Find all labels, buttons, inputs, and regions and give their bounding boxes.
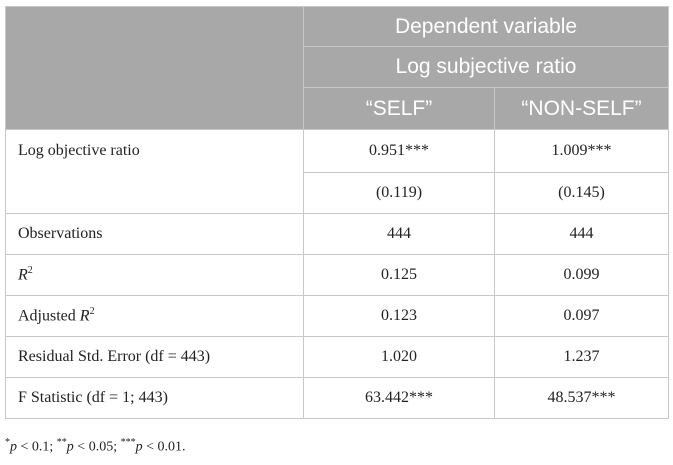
header-col-nonself: “NON-SELF” xyxy=(493,87,670,130)
cell-nonself-r2: 0.099 xyxy=(493,254,670,296)
cell-self-se: (0.119) xyxy=(303,172,495,214)
table-row: Observations 444 444 xyxy=(5,213,670,255)
regression-table-container: Dependent variable Log subjective ratio … xyxy=(5,6,670,419)
cell-nonself-observations: 444 xyxy=(493,213,670,255)
row-label-adjusted-r2: Adjusted R2 xyxy=(5,295,304,337)
header-col-self: “SELF” xyxy=(303,87,495,130)
row-label-observations: Observations xyxy=(5,213,304,255)
r-variable: R xyxy=(79,307,90,325)
r-variable: R xyxy=(18,266,28,284)
cell-self-f-statistic: 63.442*** xyxy=(303,377,495,419)
header-corner xyxy=(5,6,304,130)
row-label-residual-se: Residual Std. Error (df = 443) xyxy=(5,336,304,378)
row-label-empty xyxy=(5,172,304,214)
footnote-stars-1: * xyxy=(5,437,10,448)
cell-nonself-se: (0.145) xyxy=(493,172,670,214)
header-log-subjective-ratio: Log subjective ratio xyxy=(302,46,670,88)
footnote-stars-2: ** xyxy=(56,437,67,448)
cell-self-observations: 444 xyxy=(303,213,495,255)
cell-self-residual-se: 1.020 xyxy=(303,336,495,378)
r-superscript: 2 xyxy=(89,306,95,318)
table-row: Residual Std. Error (df = 443) 1.020 1.2… xyxy=(5,336,670,378)
table-footnote: *p < 0.1; **p < 0.05; ***p < 0.01. xyxy=(5,437,186,456)
footnote-p-3: p xyxy=(135,439,143,455)
cell-self-adj-r2: 0.123 xyxy=(303,295,495,337)
footnote-p-2: p xyxy=(66,439,74,455)
table-row: R2 0.125 0.099 xyxy=(5,254,670,296)
footnote-p-1: p xyxy=(10,439,17,455)
cell-self-coef: 0.951*** xyxy=(303,129,495,173)
footnote-stars-3: *** xyxy=(120,437,136,448)
footnote-text-3: < 0.01. xyxy=(142,439,186,455)
footnote-text-1: < 0.1; xyxy=(17,439,57,455)
row-label-f-statistic: F Statistic (df = 1; 443) xyxy=(5,377,304,419)
cell-self-r2: 0.125 xyxy=(303,254,495,296)
table-row: Adjusted R2 0.123 0.097 xyxy=(5,295,670,337)
table-row: F Statistic (df = 1; 443) 63.442*** 48.5… xyxy=(5,377,670,419)
row-label-r2: R2 xyxy=(5,254,304,296)
cell-nonself-coef: 1.009*** xyxy=(493,129,670,173)
cell-nonself-residual-se: 1.237 xyxy=(493,336,670,378)
cell-nonself-adj-r2: 0.097 xyxy=(493,295,670,337)
table-row: Log objective ratio 0.951*** 1.009*** xyxy=(5,129,670,173)
regression-table: Dependent variable Log subjective ratio … xyxy=(5,6,670,419)
row-label-log-objective-ratio: Log objective ratio xyxy=(5,129,304,173)
cell-nonself-f-statistic: 48.537*** xyxy=(493,377,670,419)
table-row: (0.119) (0.145) xyxy=(5,172,670,214)
adjusted-prefix: Adjusted xyxy=(18,307,80,325)
footnote-text-2: < 0.05; xyxy=(73,439,121,455)
header-dependent-variable: Dependent variable xyxy=(302,6,670,47)
r-superscript: 2 xyxy=(27,265,33,277)
